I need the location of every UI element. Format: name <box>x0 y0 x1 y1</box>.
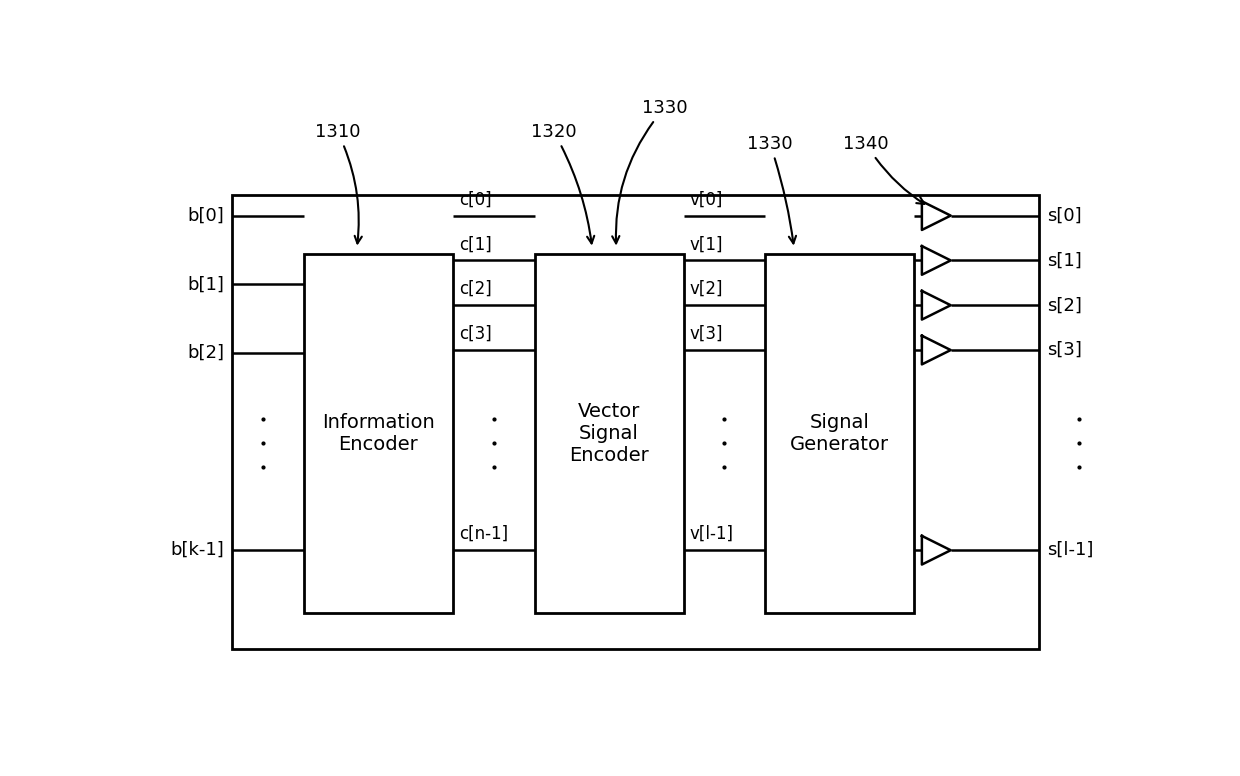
Text: c[2]: c[2] <box>459 280 491 298</box>
Text: Information
Encoder: Information Encoder <box>322 413 435 454</box>
Text: v[3]: v[3] <box>689 325 723 343</box>
Text: s[1]: s[1] <box>1047 251 1081 269</box>
Text: c[3]: c[3] <box>459 325 491 343</box>
Text: s[3]: s[3] <box>1047 341 1081 359</box>
Text: 1340: 1340 <box>843 135 924 204</box>
Text: v[0]: v[0] <box>689 190 723 209</box>
Text: c[n-1]: c[n-1] <box>459 525 508 543</box>
Text: b[2]: b[2] <box>187 344 224 362</box>
Text: Signal
Generator: Signal Generator <box>790 413 889 454</box>
Text: 1330: 1330 <box>748 135 796 244</box>
Text: v[2]: v[2] <box>689 280 723 298</box>
Text: s[0]: s[0] <box>1047 206 1081 224</box>
Bar <box>304 255 453 613</box>
Text: s[l-1]: s[l-1] <box>1047 541 1094 559</box>
Text: 1310: 1310 <box>315 123 362 244</box>
Text: b[0]: b[0] <box>187 206 224 224</box>
Text: b[1]: b[1] <box>187 275 224 293</box>
Bar <box>534 255 683 613</box>
Bar <box>765 255 914 613</box>
Text: 1320: 1320 <box>531 123 594 244</box>
Text: v[1]: v[1] <box>689 235 723 253</box>
Text: 1330: 1330 <box>613 99 687 244</box>
Text: Vector
Signal
Encoder: Vector Signal Encoder <box>569 402 649 465</box>
Bar <box>232 195 1039 649</box>
Text: v[l-1]: v[l-1] <box>689 525 733 543</box>
Text: s[2]: s[2] <box>1047 296 1081 314</box>
Text: c[0]: c[0] <box>459 190 491 209</box>
Text: c[1]: c[1] <box>459 235 491 253</box>
Text: b[k-1]: b[k-1] <box>170 541 224 559</box>
